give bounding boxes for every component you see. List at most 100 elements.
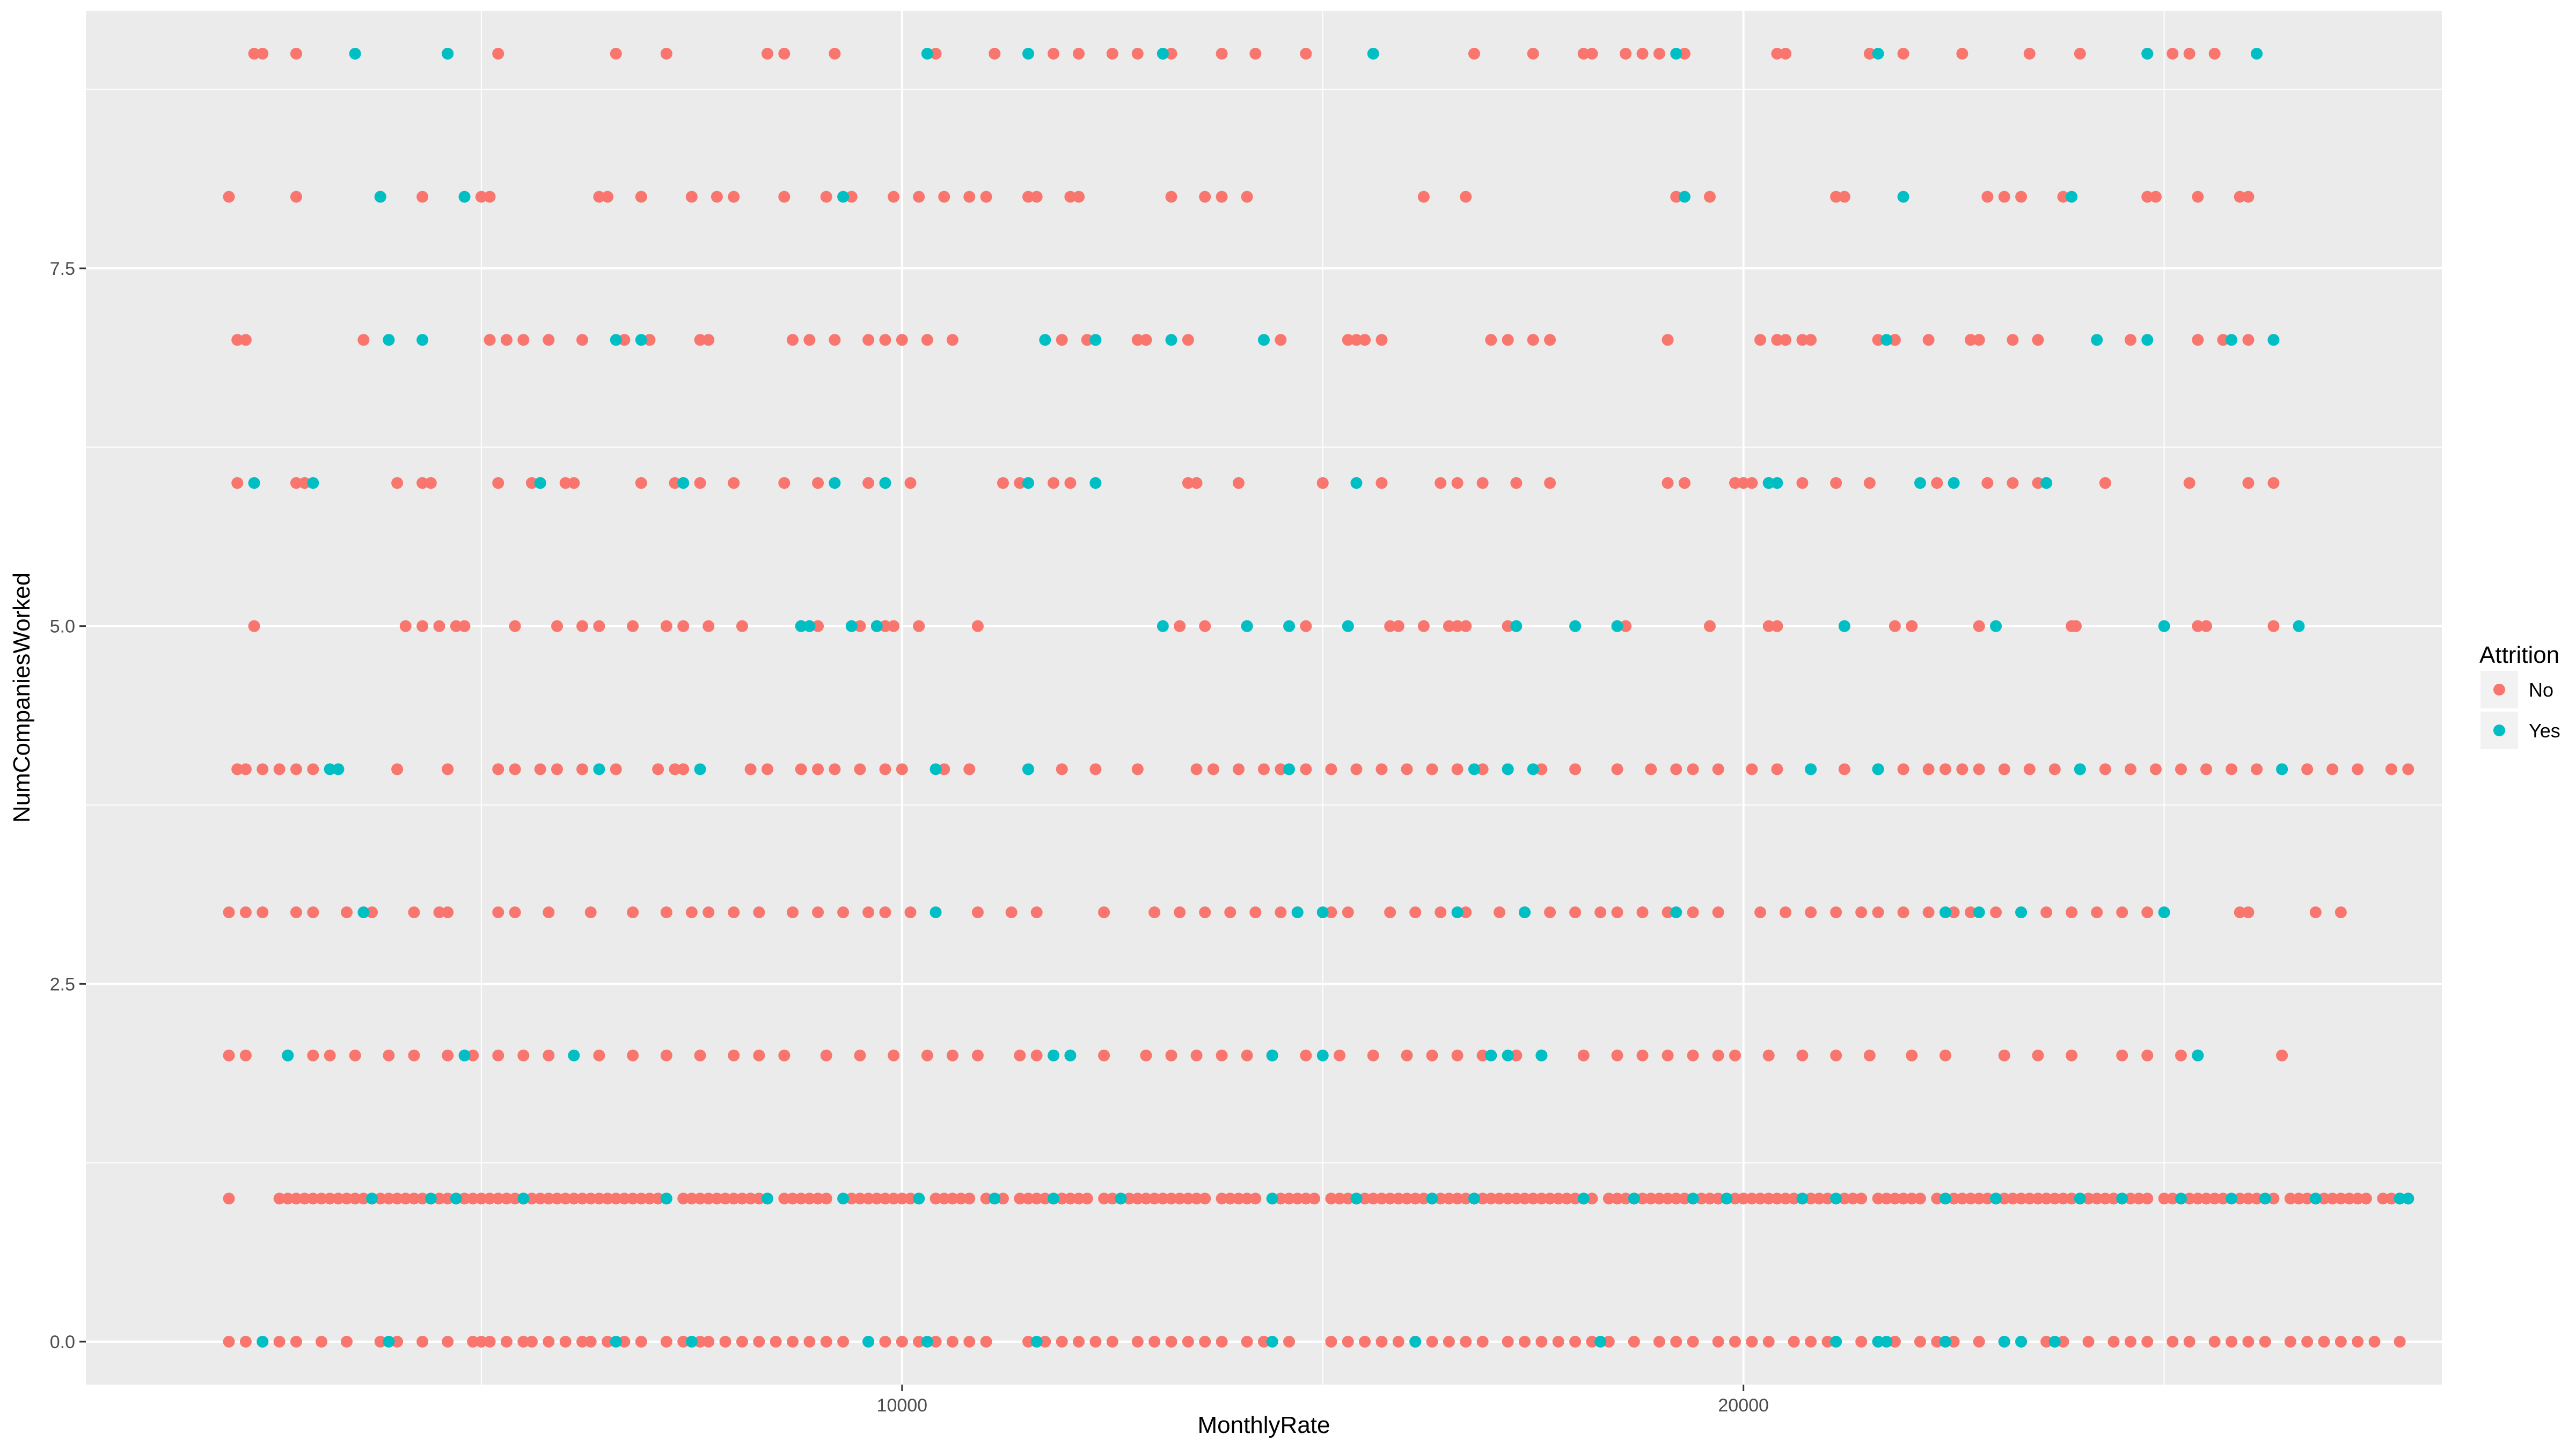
point-yes bbox=[1569, 620, 1582, 632]
point-yes bbox=[1048, 1192, 1060, 1205]
point-no bbox=[1965, 334, 1977, 346]
point-no bbox=[1519, 1336, 1531, 1348]
point-no bbox=[719, 1336, 731, 1348]
point-no bbox=[1384, 620, 1396, 632]
point-no bbox=[374, 1192, 386, 1205]
point-no bbox=[2226, 763, 2238, 775]
point-no bbox=[778, 477, 791, 489]
point-no bbox=[1249, 906, 1262, 918]
point-no bbox=[2284, 1336, 2296, 1348]
point-no bbox=[702, 1192, 715, 1205]
point-no bbox=[1190, 1192, 1203, 1205]
point-no bbox=[1821, 1336, 1834, 1348]
point-no bbox=[2158, 1192, 2170, 1205]
point-yes bbox=[1241, 620, 1253, 632]
point-yes bbox=[1872, 763, 1884, 775]
point-yes bbox=[635, 334, 647, 346]
x-tick-label: 20000 bbox=[1718, 1395, 1769, 1416]
point-no bbox=[1780, 1192, 1792, 1205]
point-yes bbox=[1030, 1336, 1043, 1348]
point-no bbox=[525, 1336, 538, 1348]
point-no bbox=[1602, 1336, 1615, 1348]
point-no bbox=[787, 1336, 799, 1348]
point-no bbox=[231, 477, 244, 489]
point-no bbox=[2267, 620, 2280, 632]
point-no bbox=[1131, 48, 1144, 60]
point-no bbox=[1275, 334, 1287, 346]
point-no bbox=[2032, 477, 2044, 489]
point-no bbox=[2141, 906, 2154, 918]
point-yes bbox=[349, 48, 361, 60]
point-no bbox=[1342, 906, 1354, 918]
point-no bbox=[2208, 1336, 2221, 1348]
point-no bbox=[1334, 1049, 1346, 1062]
point-no bbox=[1098, 1049, 1110, 1062]
point-no bbox=[736, 620, 748, 632]
point-no bbox=[1325, 1336, 1337, 1348]
point-no bbox=[1636, 1049, 1649, 1062]
point-no bbox=[812, 477, 824, 489]
point-no bbox=[492, 477, 504, 489]
point-no bbox=[803, 1192, 816, 1205]
point-no bbox=[248, 48, 260, 60]
point-no bbox=[2234, 191, 2246, 203]
point-no bbox=[1022, 191, 1034, 203]
point-no bbox=[416, 1336, 429, 1348]
point-no bbox=[568, 1192, 580, 1205]
point-yes bbox=[1468, 1192, 1480, 1205]
point-no bbox=[2200, 763, 2212, 775]
point-no bbox=[2242, 1192, 2255, 1205]
point-no bbox=[2352, 1192, 2364, 1205]
point-no bbox=[408, 1192, 420, 1205]
point-yes bbox=[517, 1192, 530, 1205]
point-no bbox=[231, 334, 244, 346]
point-no bbox=[812, 906, 824, 918]
point-no bbox=[1451, 477, 1463, 489]
point-no bbox=[1460, 620, 1472, 632]
point-no bbox=[1283, 1192, 1296, 1205]
point-no bbox=[1502, 1192, 1514, 1205]
point-no bbox=[2334, 1192, 2347, 1205]
point-no bbox=[1207, 763, 1219, 775]
point-no bbox=[525, 477, 538, 489]
point-no bbox=[416, 191, 429, 203]
point-no bbox=[559, 1336, 572, 1348]
point-no bbox=[1056, 763, 1068, 775]
point-yes bbox=[829, 477, 841, 489]
point-no bbox=[820, 1336, 832, 1348]
point-no bbox=[416, 1192, 429, 1205]
point-no bbox=[1687, 1049, 1699, 1062]
point-no bbox=[509, 906, 521, 918]
point-no bbox=[1948, 1192, 1960, 1205]
point-no bbox=[1190, 477, 1203, 489]
point-no bbox=[652, 1192, 664, 1205]
point-yes bbox=[2192, 1049, 2204, 1062]
point-no bbox=[1174, 906, 1186, 918]
point-yes bbox=[1350, 1192, 1363, 1205]
point-no bbox=[416, 477, 429, 489]
point-yes bbox=[568, 1049, 580, 1062]
point-no bbox=[1325, 906, 1337, 918]
point-no bbox=[1569, 1192, 1582, 1205]
point-no bbox=[1855, 906, 1868, 918]
point-no bbox=[509, 620, 521, 632]
point-no bbox=[1662, 477, 1674, 489]
point-no bbox=[525, 1192, 538, 1205]
point-yes bbox=[1266, 1049, 1278, 1062]
point-no bbox=[2099, 1192, 2111, 1205]
point-no bbox=[1174, 1192, 1186, 1205]
legend-title: Attrition bbox=[2479, 642, 2559, 668]
point-no bbox=[2023, 763, 2036, 775]
point-no bbox=[2116, 1049, 2128, 1062]
point-no bbox=[500, 1192, 513, 1205]
point-no bbox=[2251, 1192, 2263, 1205]
point-yes bbox=[845, 620, 858, 632]
point-no bbox=[904, 477, 917, 489]
point-no bbox=[1401, 1192, 1413, 1205]
point-no bbox=[1485, 334, 1497, 346]
point-no bbox=[1443, 1192, 1455, 1205]
point-no bbox=[888, 1192, 900, 1205]
point-no bbox=[2183, 48, 2196, 60]
point-no bbox=[1620, 1192, 1632, 1205]
point-no bbox=[1476, 1336, 1489, 1348]
